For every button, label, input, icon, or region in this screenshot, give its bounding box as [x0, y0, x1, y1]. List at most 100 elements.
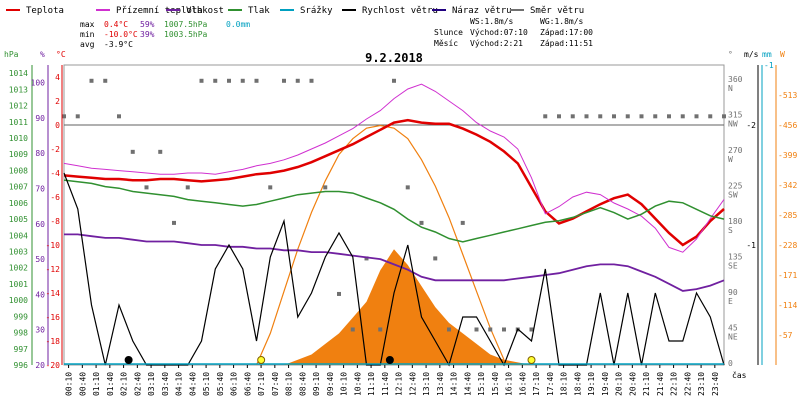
legend-label-vlhkost: Vlhkost	[186, 6, 224, 16]
legend-label-teplota: Teplota	[26, 6, 64, 16]
tick-label-direction: NE	[728, 332, 738, 341]
time-axis-label: čas	[732, 370, 747, 380]
tick-label-time: 18:40	[573, 372, 582, 396]
wind-direction-point	[240, 78, 245, 83]
tick-label-time: 12:40	[408, 372, 417, 396]
tick-label-hpa: 999	[14, 312, 29, 321]
tick-label-temp: -6	[50, 193, 60, 202]
tick-label-w: -342	[778, 181, 797, 190]
wind-direction-point	[185, 185, 190, 190]
tick-label-temp: -8	[50, 217, 60, 226]
tick-label-deg: 90	[728, 288, 738, 297]
wind-direction-point	[488, 327, 493, 332]
tick-label-hpa: 1004	[9, 231, 28, 240]
wind-direction-point	[62, 114, 66, 119]
wind-direction-point	[529, 327, 534, 332]
series-line-tlak	[63, 179, 725, 243]
wind-direction-point	[213, 78, 218, 83]
tick-label-ms: -2	[746, 121, 756, 130]
moon-rise: Východ:2:21	[470, 39, 523, 48]
tick-label-w: -171	[778, 271, 797, 280]
stat-min-label: min	[80, 30, 95, 39]
tick-label-time: 09:10	[312, 372, 321, 396]
stat-min-hum: 39%	[140, 30, 155, 39]
tick-label-time: 01:10	[92, 372, 101, 396]
tick-label-time: 09:40	[326, 372, 335, 396]
tick-label-hpa: 1010	[9, 134, 28, 143]
tick-label-pct: 30	[35, 326, 45, 335]
wind-direction-point	[350, 327, 355, 332]
tick-label-time: 07:40	[271, 372, 280, 396]
tick-label-time: 22:40	[683, 372, 692, 396]
tick-label-time: 02:10	[120, 372, 129, 396]
stats-block: max 0.4°C 59% 1007.5hPa 0.0mm min -10.0°…	[80, 17, 593, 49]
wind-direction-point	[625, 114, 630, 119]
axis-title-pct: %	[40, 50, 45, 59]
wind-direction-point	[254, 78, 259, 83]
tick-label-time: 00:10	[65, 372, 74, 396]
wind-direction-point	[295, 78, 300, 83]
tick-label-direction: E	[728, 297, 733, 306]
tick-label-direction: SE	[728, 261, 738, 270]
wind-direction-layer	[62, 78, 726, 332]
wind-direction-point	[419, 220, 424, 225]
tick-label-time: 14:40	[463, 372, 472, 396]
wind-direction-point	[694, 114, 699, 119]
tick-label-deg: 225	[728, 181, 743, 190]
wind-direction-point	[433, 256, 438, 261]
stat-avg-label: avg	[80, 40, 95, 49]
stat-min-press: 1003.5hPa	[164, 30, 208, 39]
tick-label-deg: 270	[728, 146, 743, 155]
tick-label-temp: 2	[55, 97, 60, 106]
moon-label: Měsíc	[434, 39, 458, 48]
tick-label-temp: -14	[46, 289, 61, 298]
tick-label-time: 13:40	[436, 372, 445, 396]
tick-label-pct: 40	[35, 290, 45, 299]
tick-label-pct: 50	[35, 255, 45, 264]
tick-label-temp: 4	[55, 73, 60, 82]
tick-label-time: 11:10	[367, 372, 376, 396]
wind-direction-point	[172, 220, 176, 225]
tick-label-hpa: 1008	[9, 166, 28, 175]
tick-label-time: 10:40	[353, 372, 362, 396]
tick-label-w: -513	[778, 91, 797, 100]
tick-label-hpa: 1013	[9, 85, 28, 94]
tick-label-time: 23:40	[711, 372, 720, 396]
tick-label-hpa: 1009	[9, 150, 28, 159]
stat-ws: WS:1.8m/s	[470, 17, 514, 26]
wind-direction-point	[708, 114, 713, 119]
legend-label-naraz-vetru: Náraz větru	[452, 6, 512, 16]
wind-direction-point	[130, 149, 135, 154]
axis-title-temp: °C	[56, 50, 66, 59]
legend-label-rychlost-vetru: Rychlost větru	[362, 6, 438, 16]
wind-direction-point	[158, 149, 163, 154]
tick-label-time: 08:10	[285, 372, 294, 396]
tick-label-time: 18:10	[560, 372, 569, 396]
moon-rise-marker	[124, 356, 133, 364]
wind-direction-point	[557, 114, 561, 119]
axis-title-w: W	[780, 50, 785, 59]
axis-title-mm: mm	[762, 50, 772, 59]
tick-label-time: 06:40	[243, 372, 252, 396]
tick-label-pct: 90	[35, 114, 45, 123]
tick-label-direction: NW	[728, 119, 738, 128]
tick-label-time: 04:10	[175, 372, 184, 396]
tick-label-hpa: 1005	[9, 215, 28, 224]
tick-label-hpa: 997	[14, 345, 29, 354]
tick-label-time: 19:10	[587, 372, 596, 396]
tick-label-time: 23:10	[697, 372, 706, 396]
legend-label-smer-vetru: Směr větru	[530, 6, 584, 16]
wind-direction-point	[460, 220, 465, 225]
wind-direction-point	[405, 185, 410, 190]
series-line-teplota	[63, 118, 725, 247]
series-line-vlhkost	[64, 233, 725, 292]
wind-direction-point	[378, 327, 383, 332]
tick-label-mm: -1	[764, 61, 774, 70]
tick-label-temp: -2	[50, 145, 60, 154]
tick-label-deg: 45	[728, 323, 738, 332]
tick-label-temp: -10	[46, 241, 61, 250]
marker-layer	[124, 356, 536, 364]
wind-direction-point	[268, 185, 273, 190]
stat-wg: WG:1.8m/s	[540, 17, 584, 26]
